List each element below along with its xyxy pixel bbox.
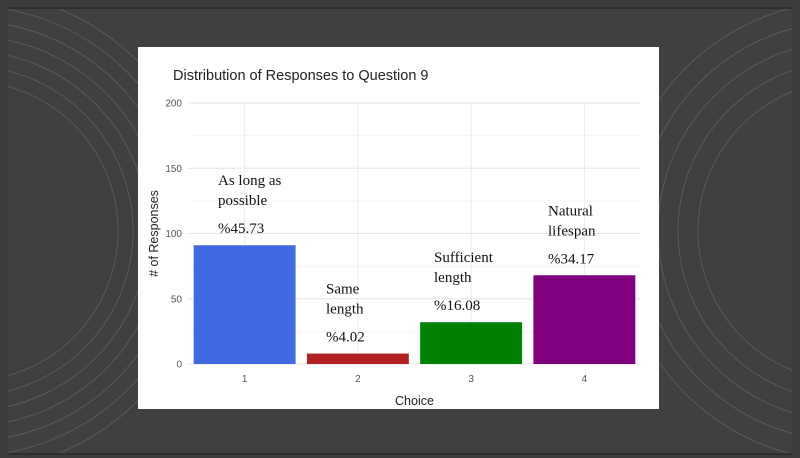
chart-card: Distribution of Responses to Question 9 … bbox=[138, 47, 659, 409]
x-tick-label: 3 bbox=[468, 374, 474, 385]
y-tick-label: 50 bbox=[171, 294, 183, 305]
category-label: Sufficient bbox=[434, 250, 494, 266]
category-label: Same bbox=[326, 282, 360, 298]
category-label: length bbox=[434, 270, 472, 286]
y-ticks: 0 50 100 150 200 bbox=[165, 99, 182, 371]
category-label: lifespan bbox=[548, 223, 596, 239]
bars bbox=[193, 245, 636, 364]
category-label: length bbox=[326, 302, 364, 318]
category-label: possible bbox=[218, 193, 268, 209]
bar-chart: 0 50 100 150 200 1 2 3 4 %45.73 As long as possib… bbox=[147, 99, 641, 408]
percent-label: %45.73 bbox=[218, 221, 264, 237]
y-tick-label: 100 bbox=[165, 229, 182, 240]
x-axis-title: Choice bbox=[395, 394, 434, 408]
bar-choice-3 bbox=[420, 322, 523, 364]
category-label: As long as bbox=[218, 173, 281, 189]
x-tick-label: 2 bbox=[355, 374, 361, 385]
x-tick-label: 1 bbox=[242, 374, 248, 385]
percent-label: %34.17 bbox=[548, 251, 595, 267]
category-label: Natural bbox=[548, 203, 593, 219]
y-tick-label: 0 bbox=[176, 360, 182, 371]
chart-title: Distribution of Responses to Question 9 bbox=[173, 68, 429, 84]
percent-label: %16.08 bbox=[434, 298, 480, 314]
bar-choice-1 bbox=[193, 245, 296, 364]
x-tick-label: 4 bbox=[582, 374, 588, 385]
bar-annotations: %45.73 As long as possible %4.02 Same length%… bbox=[218, 173, 596, 345]
y-axis-title: # of Responses bbox=[147, 190, 161, 277]
bar-choice-2 bbox=[306, 353, 409, 364]
percent-label: %4.02 bbox=[326, 330, 365, 346]
x-ticks: 1 2 3 4 bbox=[242, 374, 588, 385]
y-tick-label: 200 bbox=[165, 99, 182, 110]
y-tick-label: 150 bbox=[165, 164, 182, 175]
bar-choice-4 bbox=[533, 275, 636, 364]
